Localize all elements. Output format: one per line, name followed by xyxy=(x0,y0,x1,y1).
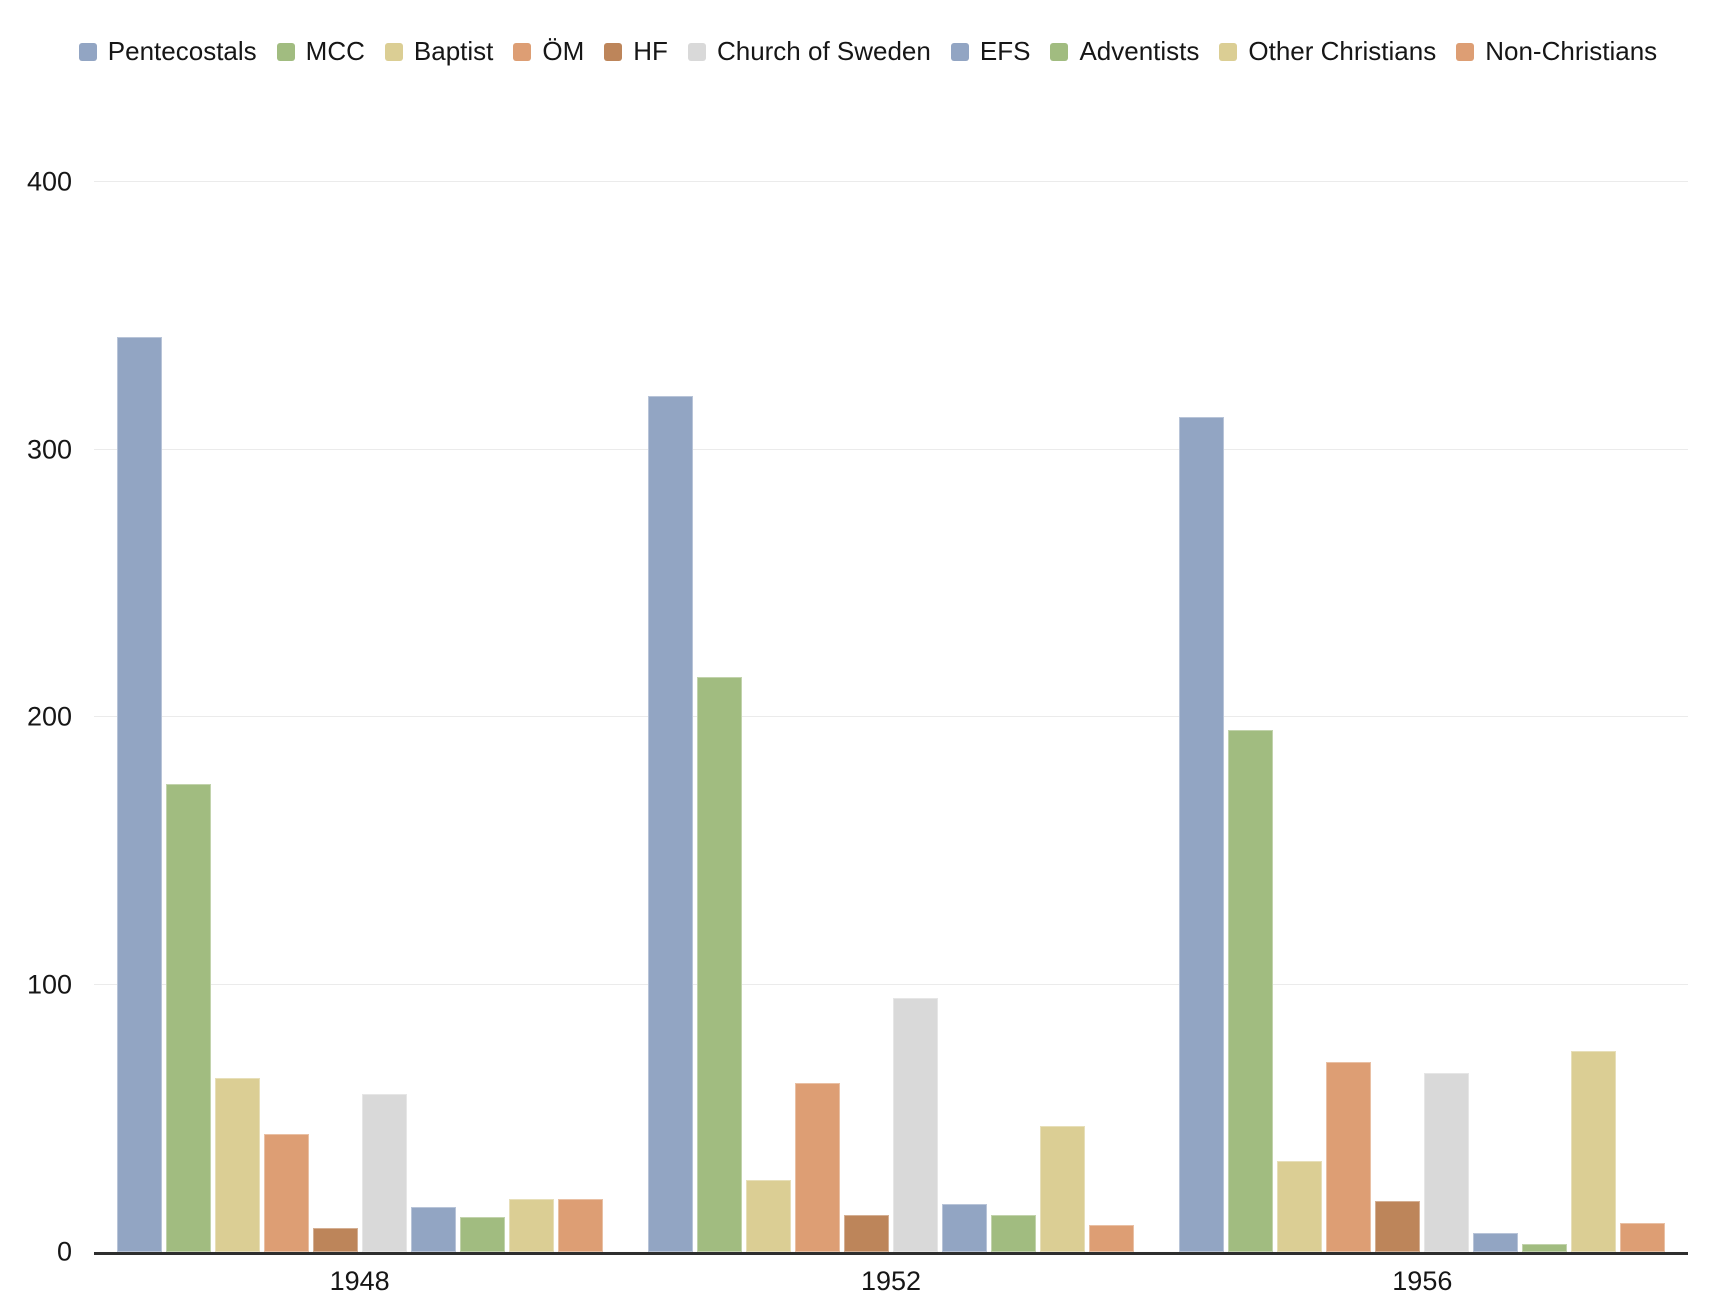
bar-church-of-sweden-1956 xyxy=(1424,1072,1470,1252)
legend-swatch-icon xyxy=(78,42,97,61)
bar--m-1956 xyxy=(1326,1062,1372,1252)
legend: Pentecostals MCC Baptist ÖM HF Church of Swed… xyxy=(0,36,1736,67)
bar-baptist-1948 xyxy=(214,1078,260,1252)
legend-item-church-of-sweden[interactable]: Church of Sweden xyxy=(687,36,931,67)
bar-group-1956 xyxy=(1157,182,1688,1252)
x-tick-label-1956: 1956 xyxy=(1392,1266,1453,1296)
bar-mcc-1948 xyxy=(165,783,211,1252)
bar-non-christians-1956 xyxy=(1620,1222,1666,1252)
bar-pentecostals-1948 xyxy=(116,337,162,1252)
bar-pentecostals-1952 xyxy=(647,396,693,1252)
legend-item-other-christians[interactable]: Other Christians xyxy=(1219,36,1436,67)
bar-groups xyxy=(94,182,1688,1252)
x-axis: 1948 1952 1956 xyxy=(94,1266,1688,1297)
legend-label: Adventists xyxy=(1079,36,1200,66)
legend-label: HF xyxy=(633,36,668,66)
bar-non-christians-1952 xyxy=(1088,1225,1134,1252)
legend-item-adventists[interactable]: Adventists xyxy=(1050,36,1199,67)
legend-swatch-icon xyxy=(1219,42,1238,61)
legend-label: Baptist xyxy=(413,36,494,66)
x-tick-label-1948: 1948 xyxy=(329,1266,390,1296)
bar-efs-1956 xyxy=(1473,1233,1519,1252)
bar--m-1952 xyxy=(794,1083,840,1252)
bar-mcc-1956 xyxy=(1228,730,1274,1252)
bar-church-of-sweden-1948 xyxy=(361,1094,407,1252)
bar-hf-1948 xyxy=(312,1227,358,1252)
legend-label: Non-Christians xyxy=(1485,36,1658,66)
legend-item-hf[interactable]: HF xyxy=(604,36,668,67)
bar-church-of-sweden-1952 xyxy=(892,997,938,1252)
legend-label: MCC xyxy=(305,36,365,66)
legend-swatch-icon xyxy=(1456,42,1475,61)
bar-mcc-1952 xyxy=(696,676,742,1252)
y-tick-label-0: 0 xyxy=(56,1236,72,1267)
bar-hf-1956 xyxy=(1375,1201,1421,1252)
bar-efs-1948 xyxy=(410,1206,456,1252)
legend-label: ÖM xyxy=(542,36,585,66)
bar-other-christians-1952 xyxy=(1039,1126,1085,1252)
y-tick-label-400: 400 xyxy=(26,166,72,197)
legend-label: EFS xyxy=(979,36,1031,66)
legend-swatch-icon xyxy=(950,42,969,61)
legend-label: Other Christians xyxy=(1248,36,1437,66)
legend-swatch-icon xyxy=(276,42,295,61)
legend-item--m[interactable]: ÖM xyxy=(513,36,584,67)
bar-efs-1952 xyxy=(941,1203,987,1252)
legend-item-non-christians[interactable]: Non-Christians xyxy=(1456,36,1657,67)
bar-hf-1952 xyxy=(843,1214,889,1252)
bar-adventists-1948 xyxy=(459,1217,505,1252)
bar-adventists-1956 xyxy=(1522,1243,1568,1252)
bar-non-christians-1948 xyxy=(557,1198,603,1252)
legend-item-baptist[interactable]: Baptist xyxy=(384,36,494,67)
bar-group-1952 xyxy=(625,182,1156,1252)
y-tick-label-300: 300 xyxy=(26,434,72,464)
legend-item-efs[interactable]: EFS xyxy=(950,36,1031,67)
plot-area: 0 100 200 300 400 1948 1952 1956 xyxy=(27,167,1688,1296)
bar-group-1948 xyxy=(94,182,625,1252)
legend-swatch-icon xyxy=(384,42,403,61)
legend-item-pentecostals[interactable]: Pentecostals xyxy=(78,36,257,67)
gridline-300 xyxy=(94,448,1688,450)
y-tick-label-200: 200 xyxy=(26,701,72,732)
legend-swatch-icon xyxy=(687,42,706,61)
gridline-200 xyxy=(94,716,1688,717)
gridline-100 xyxy=(94,983,1688,985)
x-tick-label-1952: 1952 xyxy=(860,1266,922,1296)
legend-label: Pentecostals xyxy=(107,36,257,66)
bar-adventists-1952 xyxy=(990,1214,1036,1252)
bar--m-1948 xyxy=(263,1134,309,1252)
bar-baptist-1952 xyxy=(745,1179,791,1252)
legend-swatch-icon xyxy=(1050,42,1069,61)
legend-swatch-icon xyxy=(513,42,532,61)
legend-item-mcc[interactable]: MCC xyxy=(276,36,365,67)
bar-baptist-1956 xyxy=(1277,1161,1323,1252)
bar-other-christians-1948 xyxy=(508,1198,554,1252)
legend-swatch-icon xyxy=(604,42,623,61)
legend-label: Church of Sweden xyxy=(716,36,931,66)
y-tick-label-100: 100 xyxy=(26,969,72,999)
bar-other-christians-1956 xyxy=(1571,1051,1617,1252)
bar-pentecostals-1956 xyxy=(1179,417,1225,1252)
gridline-400 xyxy=(94,181,1688,182)
